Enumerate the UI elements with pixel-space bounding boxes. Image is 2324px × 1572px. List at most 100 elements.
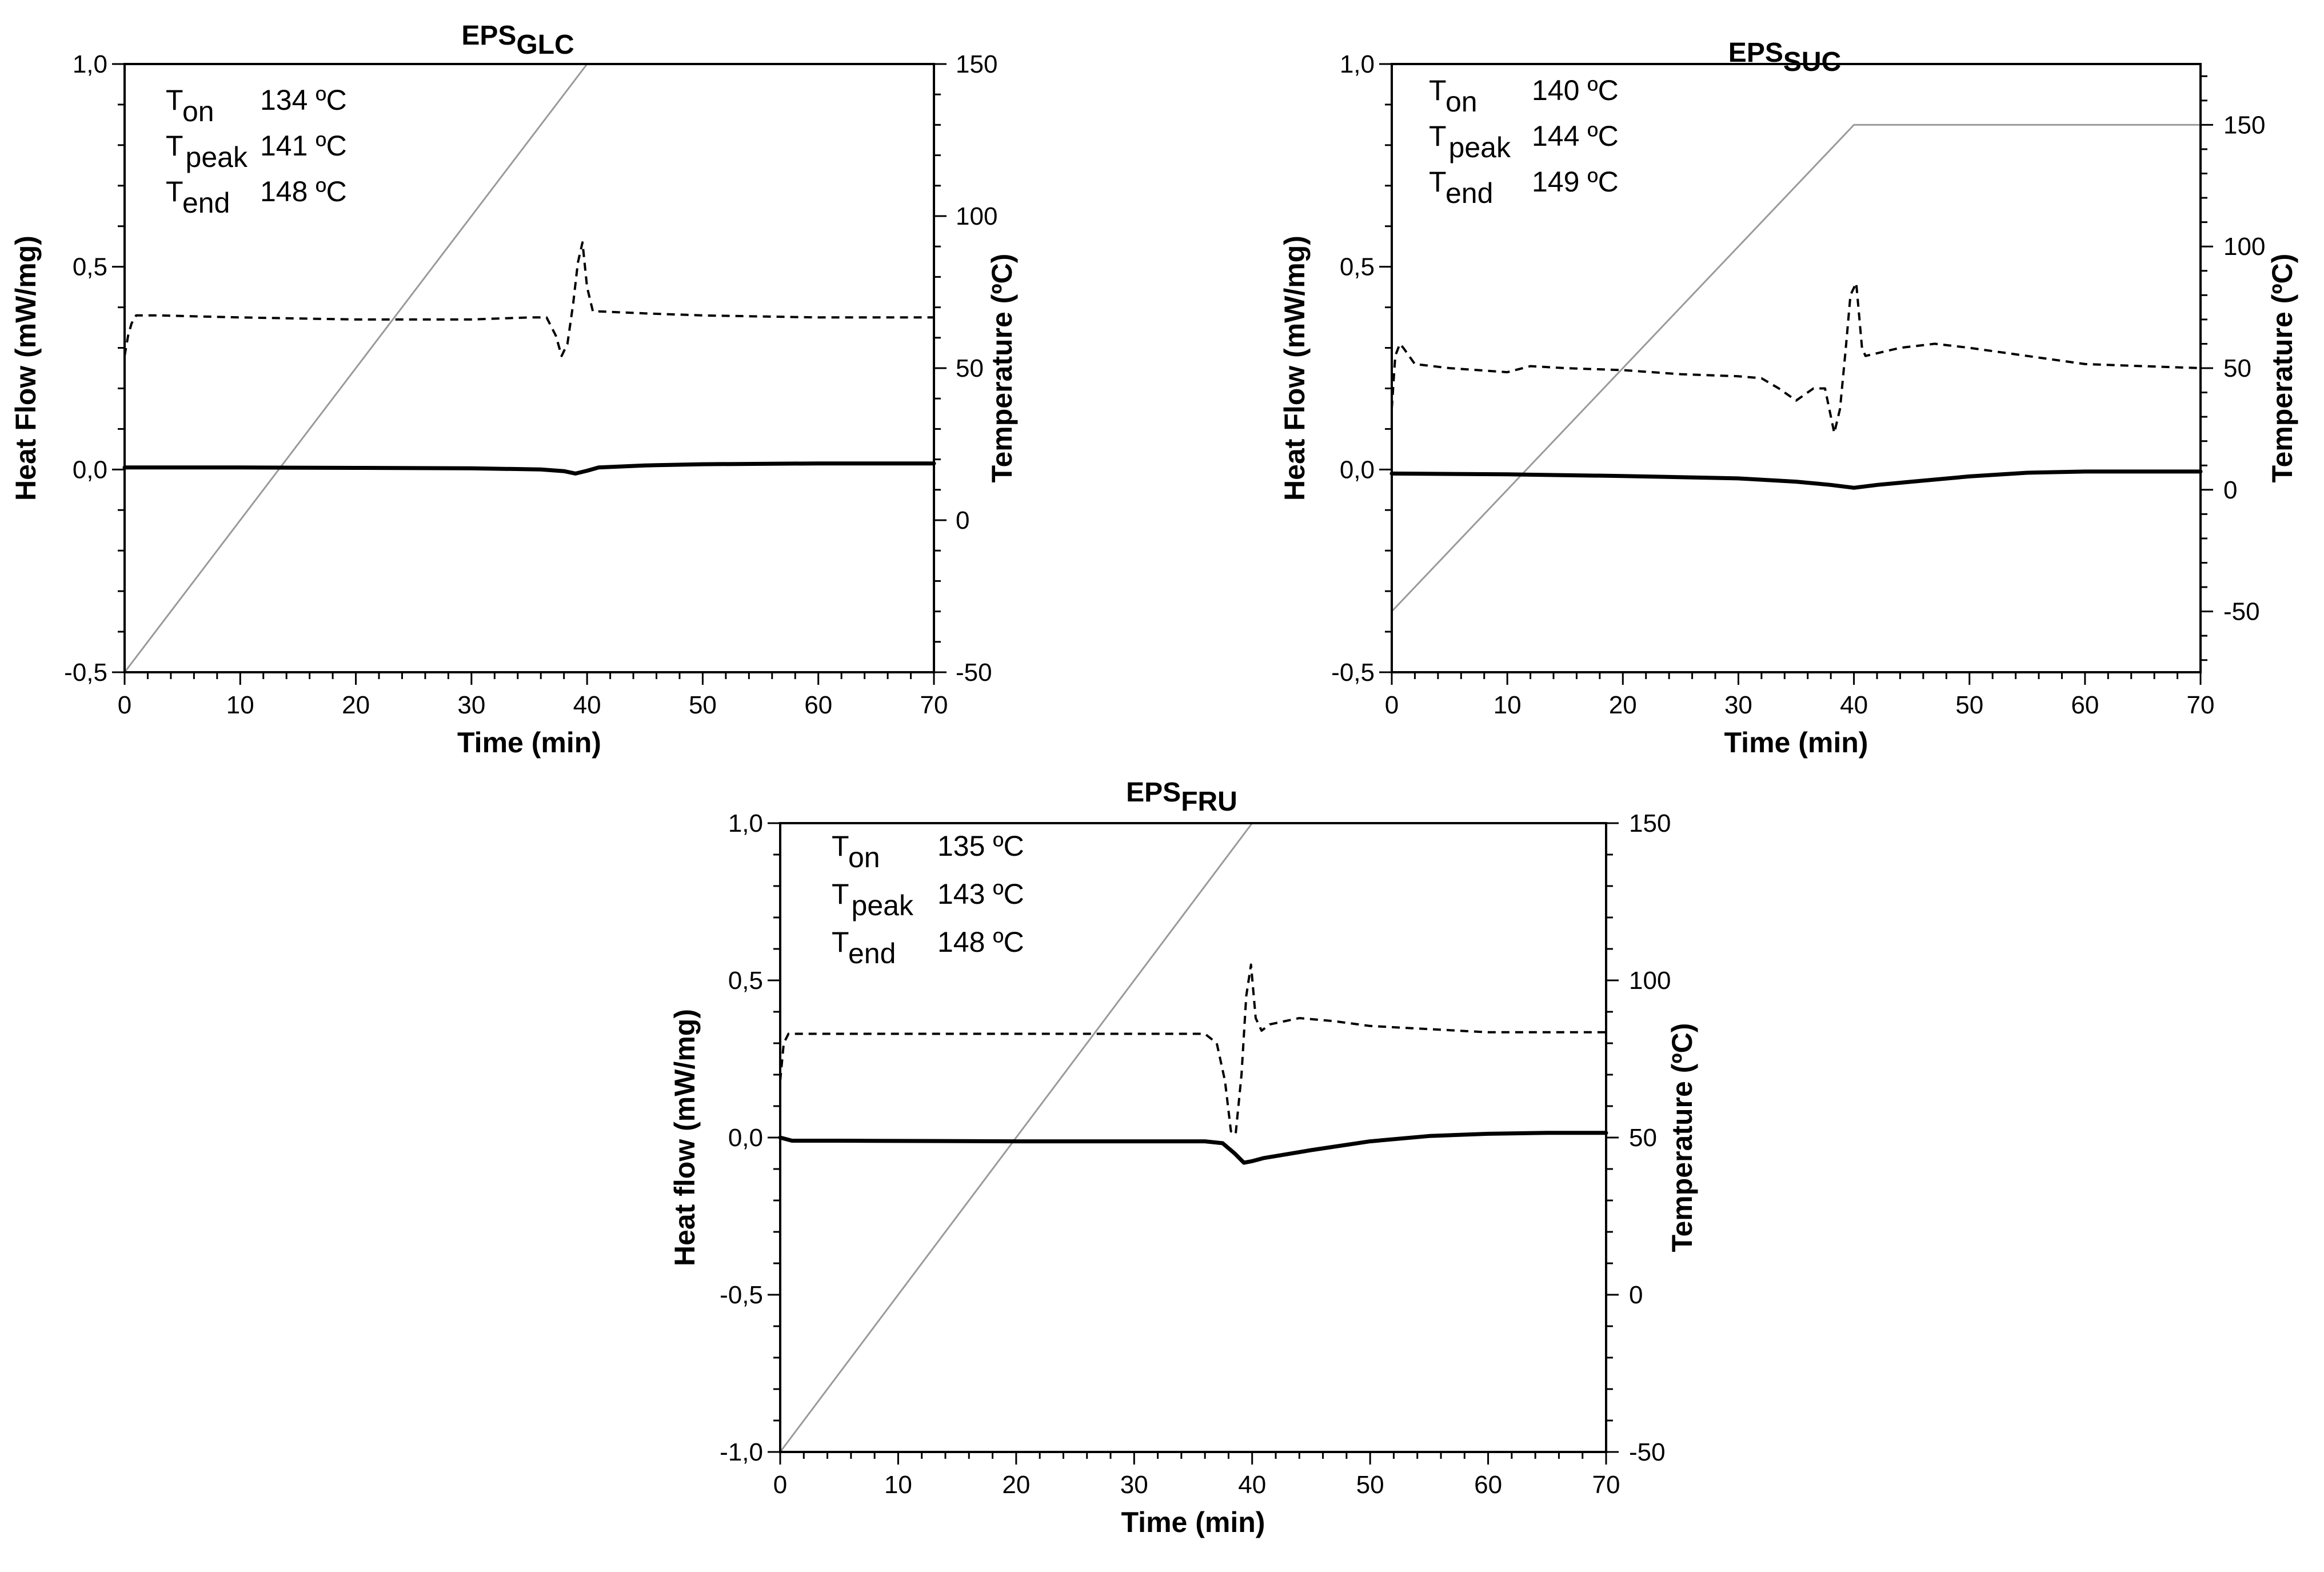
annotation-end: Tend [832, 926, 896, 969]
x-tick-label: 40 [1840, 691, 1868, 719]
x-tick-label: 0 [1385, 691, 1399, 719]
annotation-value: 140 ºC [1532, 74, 1619, 106]
annotation-subscript: peak [852, 889, 914, 921]
annotation-peak: Tpeak [832, 878, 914, 921]
annotation-on: Ton [1429, 74, 1478, 118]
annotation-on: Ton [166, 84, 214, 127]
panel-title-main: EPS [1126, 777, 1181, 808]
y-left-tick-label: -1,0 [720, 1438, 763, 1466]
y-right-axis-title: Temperature (ºC) [986, 254, 1018, 483]
annotation-subscript: end [1445, 177, 1493, 209]
y-right-tick-label: 100 [1629, 967, 1671, 995]
annotation-symbol: T [832, 878, 849, 910]
y-left-tick-label: 0,5 [728, 967, 763, 995]
x-tick-label: 60 [2071, 691, 2099, 719]
y-right-tick-label: -50 [956, 659, 992, 687]
y-right-tick-label: 150 [956, 50, 997, 78]
annotation-value: 148 ºC [260, 175, 347, 208]
x-tick-label: 0 [118, 691, 131, 719]
y-left-tick-label: 1,0 [1340, 50, 1375, 78]
series-heat-flow-derivative [779, 963, 1606, 1136]
x-tick-label: 40 [1238, 1471, 1266, 1499]
x-axis-title: Time (min) [1724, 727, 1868, 759]
chart-panel-glc: 0 10 20 30 40 50 60 70 -0,5 0,0 0,5 1,0 -50 0 50 100 150… [10, 21, 1018, 759]
panel-title-main: EPS [1728, 38, 1783, 68]
x-tick-label: 60 [1474, 1471, 1502, 1499]
x-axis-title: Time (min) [457, 727, 601, 759]
annotation-value: 141 ºC [260, 130, 347, 162]
x-tick-label: 70 [1592, 1471, 1620, 1499]
x-tick-label: 30 [457, 691, 485, 719]
y-left-axis-title: Heat flow (mW/mg) [669, 1009, 701, 1266]
y-left-tick-label: 0,0 [73, 456, 107, 484]
panel-title: EPSGLC [461, 21, 574, 60]
y-right-axis-title: Temperature (ºC) [1666, 1023, 1698, 1252]
x-tick-label: 30 [1120, 1471, 1148, 1499]
panel-title-sub: GLC [516, 30, 574, 60]
y-right-tick-label: 50 [2223, 354, 2251, 382]
annotation-symbol: T [1429, 120, 1447, 152]
y-left-tick-label: -0,5 [64, 659, 107, 687]
annotation-value: 144 ºC [1532, 120, 1619, 152]
annotation-value: 134 ºC [260, 84, 347, 116]
series-heat-flow [1389, 469, 2203, 490]
x-tick-label: 20 [1609, 691, 1637, 719]
y-right-tick-label: 0 [2223, 476, 2237, 504]
annotation-subscript: peak [1449, 131, 1511, 163]
annotation-subscript: peak [186, 141, 248, 173]
x-tick-label: 50 [689, 691, 717, 719]
annotation-symbol: T [1429, 74, 1446, 106]
x-tick-label: 50 [1955, 691, 1983, 719]
chart-panel-fru: 0 10 20 30 40 50 60 70 -1,0 -0,5 0,0 0,5 1,0 -50 0 50 10… [669, 777, 1698, 1538]
y-left-tick-label: -0,5 [720, 1281, 763, 1309]
annotation-end: Tend [1429, 166, 1493, 209]
y-right-tick-label: 150 [1629, 809, 1671, 837]
series-heat-flow [122, 461, 936, 476]
y-right-tick-label: 0 [1629, 1281, 1643, 1309]
x-tick-label: 50 [1356, 1471, 1384, 1499]
annotation-value: 135 ºC [937, 830, 1024, 862]
annotation-symbol: T [832, 926, 849, 958]
annotation-symbol: T [166, 175, 183, 208]
annotation-on: Ton [832, 830, 880, 873]
annotation-value: 148 ºC [937, 926, 1024, 958]
y-left-tick-label: 1,0 [73, 50, 107, 78]
chart-panel-suc: 0 10 20 30 40 50 60 70 -0,5 0,0 0,5 1,0 -50 0 50 100 150… [1279, 38, 2298, 759]
x-tick-label: 20 [342, 691, 370, 719]
y-right-tick-label: 100 [2223, 233, 2265, 261]
x-tick-label: 20 [1002, 1471, 1030, 1499]
annotation-subscript: on [182, 95, 214, 127]
y-left-axis-title: Heat Flow (mW/mg) [1279, 236, 1311, 501]
y-right-tick-label: 50 [1629, 1124, 1657, 1152]
series-temperature [1391, 123, 2202, 613]
annotation-subscript: end [848, 937, 896, 969]
panel-title-sub: FRU [1181, 787, 1237, 817]
y-left-tick-label: 0,5 [1340, 253, 1375, 281]
annotation-value: 143 ºC [937, 878, 1024, 910]
y-right-tick-label: 100 [956, 202, 997, 230]
panel-title: EPSFRU [1126, 777, 1237, 817]
y-left-axis-title: Heat Flow (mW/mg) [10, 236, 42, 501]
y-left-tick-label: 0,0 [1340, 456, 1375, 484]
x-tick-label: 10 [884, 1471, 912, 1499]
x-axis-title: Time (min) [1121, 1506, 1265, 1538]
x-tick-label: 10 [1494, 691, 1522, 719]
y-right-tick-label: 0 [956, 506, 969, 534]
panel-title-sub: SUC [1783, 47, 1841, 77]
y-right-axis-title: Temperature (ºC) [2266, 254, 2298, 483]
y-left-tick-label: -0,5 [1331, 659, 1375, 687]
y-right-tick-label: -50 [1629, 1438, 1666, 1466]
x-tick-label: 40 [573, 691, 601, 719]
x-tick-label: 70 [2187, 691, 2215, 719]
annotation-symbol: T [166, 84, 183, 116]
y-left-tick-label: 1,0 [728, 809, 763, 837]
panel-title-main: EPS [461, 21, 516, 51]
series-heat-flow-derivative [1391, 282, 2201, 434]
annotation-symbol: T [166, 130, 183, 162]
x-tick-label: 0 [773, 1471, 787, 1499]
x-tick-label: 70 [920, 691, 948, 719]
annotation-symbol: T [1429, 166, 1446, 198]
y-right-tick-label: -50 [2223, 598, 2260, 626]
series-heat-flow [778, 1131, 1608, 1165]
annotation-subscript: on [1445, 86, 1478, 118]
